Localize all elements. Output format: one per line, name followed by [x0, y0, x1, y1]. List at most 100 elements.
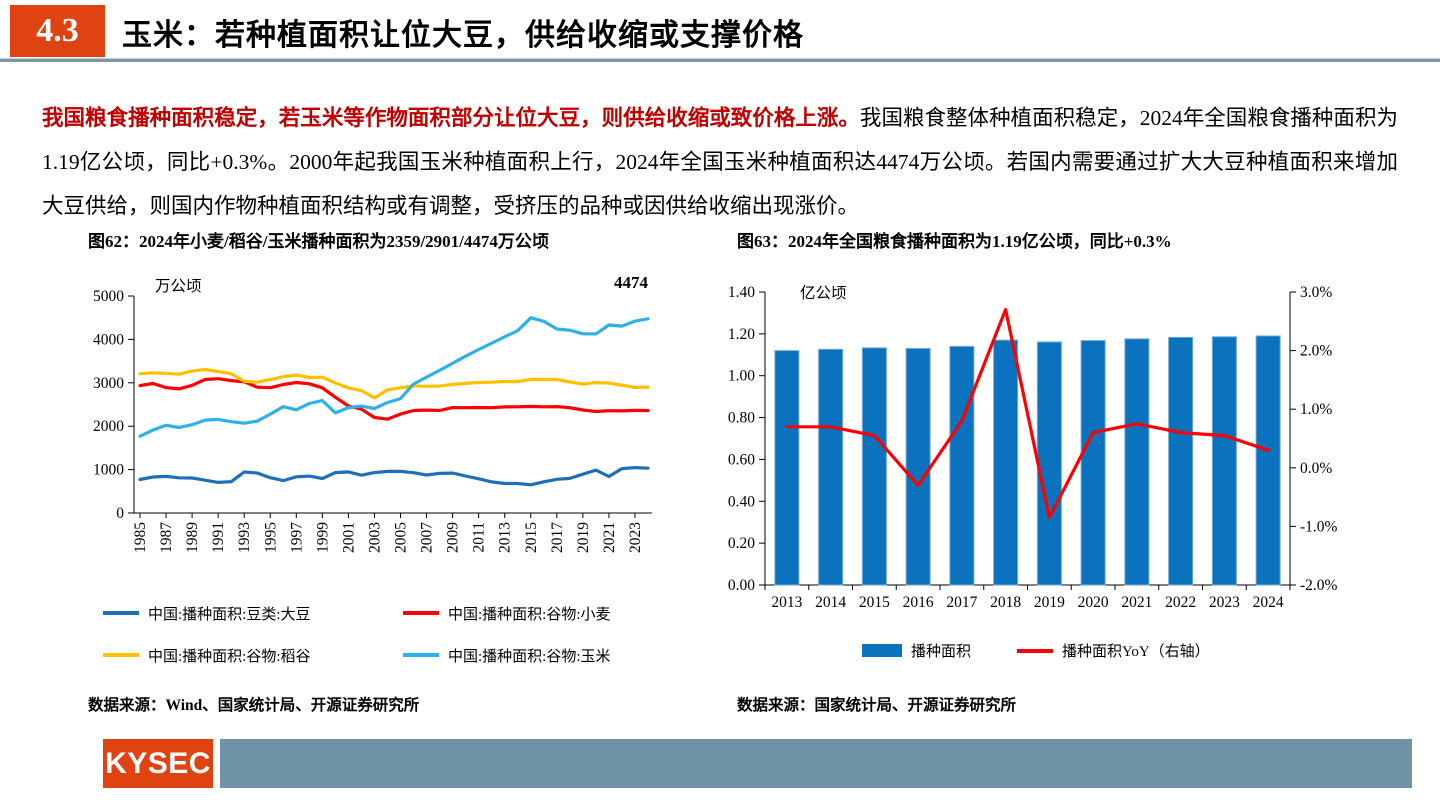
fig63-legend-bars-label: 播种面积 [911, 644, 972, 660]
svg-text:0.20: 0.20 [728, 535, 755, 552]
svg-text:2014: 2014 [815, 594, 846, 611]
svg-text:5000: 5000 [93, 288, 124, 305]
svg-text:2023: 2023 [627, 522, 644, 553]
kysec-logo-text: KYSEC [105, 746, 211, 780]
svg-text:2009: 2009 [445, 522, 462, 553]
fig62-annotation-4474: 4474 [614, 273, 649, 292]
fig63-bar-2024 [1255, 335, 1281, 586]
fig62-series-0 [138, 466, 650, 487]
fig62-legend-item-3: 中国:播种面积:谷物:玉米 [403, 634, 703, 676]
fig62-series-1 [138, 377, 650, 421]
svg-text:2005: 2005 [393, 522, 410, 553]
svg-text:1999: 1999 [314, 522, 331, 553]
svg-text:0.40: 0.40 [728, 493, 755, 510]
svg-text:0.80: 0.80 [728, 410, 755, 427]
svg-text:2011: 2011 [471, 522, 488, 552]
fig63-legend-line-label: 播种面积YoY（右轴） [1062, 644, 1210, 660]
svg-text:1.0%: 1.0% [1300, 401, 1332, 418]
fig62-legend-label-3: 中国:播种面积:谷物:玉米 [448, 648, 611, 665]
fig63-bars [774, 335, 1281, 586]
fig62-unit-label: 万公顷 [155, 277, 202, 295]
fig62-axes: 0 1000 2000 3000 4000 5000 1985 1987 1989 1991 199… [93, 288, 652, 553]
figure62-title: 图62：2024年小麦/稻谷/玉米播种面积为2359/2901/4474万公顷 [88, 232, 549, 251]
svg-text:2013: 2013 [497, 522, 514, 553]
svg-text:2021: 2021 [601, 522, 618, 553]
svg-text:2015: 2015 [859, 594, 890, 611]
svg-text:2001: 2001 [340, 522, 357, 553]
svg-text:1995: 1995 [262, 522, 279, 553]
svg-text:3000: 3000 [93, 375, 124, 392]
svg-text:0.0%: 0.0% [1300, 460, 1332, 477]
figure63-legend: 播种面积 播种面积YoY（右轴） [862, 640, 1210, 661]
section-number: 4.3 [36, 12, 79, 49]
fig62-legend-line-swatch-3 [403, 653, 439, 657]
fig63-unit-label: 亿公顷 [800, 284, 847, 302]
fig63-bar-2020 [1080, 340, 1106, 586]
fig63-bar-2016 [905, 348, 931, 586]
fig62-legend-label-2: 中国:播种面积:谷物:稻谷 [148, 648, 311, 665]
fig62-legend-line-swatch-0 [103, 611, 139, 615]
fig63-yoy-line [785, 307, 1270, 520]
body-rest-text: 我国粮食整体种植面积稳定，2024年全国粮食播种面积为1.19亿公顷，同比+0.… [42, 106, 1398, 218]
fig62-legend-item-0: 中国:播种面积:豆类:大豆 [103, 592, 403, 634]
fig62-series-2 [138, 367, 650, 400]
svg-text:1000: 1000 [93, 462, 124, 479]
svg-text:1997: 1997 [288, 522, 305, 553]
svg-text:2020: 2020 [1078, 594, 1109, 611]
fig63-bar-2019 [1036, 341, 1062, 586]
fig63-bar-2017 [949, 345, 975, 586]
figure63-source: 数据来源：国家统计局、开源证券研究所 [737, 697, 1017, 714]
svg-text:1987: 1987 [158, 522, 175, 553]
figure62-source: 数据来源：Wind、国家统计局、开源证券研究所 [88, 697, 420, 714]
svg-text:3.0%: 3.0% [1300, 284, 1332, 301]
svg-text:2007: 2007 [419, 522, 436, 553]
figure63-bar-line-chart: 0.00 0.20 0.40 0.60 0.80 1.00 1.20 1.40 -2.0% -1.… [728, 284, 1338, 611]
svg-text:2018: 2018 [990, 594, 1021, 611]
svg-text:2023: 2023 [1209, 594, 1240, 611]
fig63-bar-2022 [1168, 336, 1194, 586]
fig63-legend-line-swatch [1017, 648, 1054, 653]
fig63-legend-bars: 播种面积 [862, 640, 971, 661]
svg-text:2019: 2019 [575, 522, 592, 553]
svg-text:2024: 2024 [1253, 594, 1284, 611]
svg-text:2003: 2003 [366, 522, 383, 553]
body-lead-sentence: 我国粮食播种面积稳定，若玉米等作物面积部分让位大豆，则供给收缩或致价格上涨。 [42, 106, 860, 130]
fig62-legend-item-1: 中国:播种面积:谷物:小麦 [403, 592, 703, 634]
svg-text:1985: 1985 [132, 522, 149, 553]
fig63-legend-bars-swatch [862, 644, 902, 657]
figure62-line-chart: 0 1000 2000 3000 4000 5000 1985 1987 1989 1991 199… [93, 273, 652, 553]
svg-text:2013: 2013 [771, 594, 802, 611]
fig63-axes: 0.00 0.20 0.40 0.60 0.80 1.00 1.20 1.40 -2.0% -1.… [728, 284, 1338, 594]
fig63-bar-2018 [993, 339, 1019, 586]
header-divider [0, 58, 1440, 62]
svg-text:2022: 2022 [1165, 594, 1196, 611]
fig62-legend-label-0: 中国:播种面积:豆类:大豆 [148, 606, 311, 623]
svg-text:1989: 1989 [184, 522, 201, 553]
fig63-bar-2021 [1124, 338, 1150, 586]
page-title: 玉米：若种植面积让位大豆，供给收缩或支撑价格 [122, 19, 804, 52]
svg-text:0: 0 [116, 505, 124, 522]
figure62-legend: 中国:播种面积:豆类:大豆 中国:播种面积:谷物:小麦中国:播种面积:谷物:稻谷 中… [103, 592, 703, 676]
svg-text:0.60: 0.60 [728, 451, 755, 468]
svg-text:1993: 1993 [236, 522, 253, 553]
fig63-bar-2015 [861, 347, 887, 586]
fig63-legend-line: 播种面积YoY（右轴） [1017, 640, 1210, 661]
svg-text:2000: 2000 [93, 418, 124, 435]
svg-text:0.00: 0.00 [728, 577, 755, 594]
svg-text:-2.0%: -2.0% [1300, 577, 1338, 594]
fig62-legend-line-swatch-1 [403, 611, 439, 615]
fig62-series-3 [138, 316, 650, 438]
svg-text:2.0%: 2.0% [1300, 343, 1332, 360]
fig63-bar-2023 [1211, 336, 1237, 586]
svg-text:1991: 1991 [210, 522, 227, 553]
fig62-legend-label-1: 中国:播种面积:谷物:小麦 [448, 606, 611, 623]
kysec-logo: KYSEC [103, 739, 213, 788]
svg-text:2015: 2015 [523, 522, 540, 553]
body-paragraph: 我国粮食播种面积稳定，若玉米等作物面积部分让位大豆，则供给收缩或致价格上涨。我国… [42, 96, 1398, 228]
svg-text:1.20: 1.20 [728, 326, 755, 343]
section-number-badge: 4.3 [10, 5, 105, 57]
svg-text:2021: 2021 [1121, 594, 1152, 611]
svg-text:2019: 2019 [1034, 594, 1065, 611]
svg-text:1.40: 1.40 [728, 284, 755, 301]
